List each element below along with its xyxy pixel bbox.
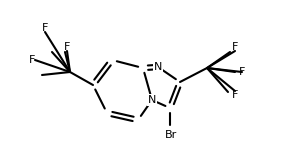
- Text: F: F: [232, 42, 238, 52]
- Text: F: F: [64, 42, 70, 52]
- Text: F: F: [29, 55, 35, 65]
- Text: F: F: [42, 23, 48, 33]
- Text: N: N: [148, 95, 156, 105]
- Text: Br: Br: [165, 130, 177, 140]
- Text: F: F: [232, 90, 238, 100]
- Text: F: F: [239, 67, 245, 77]
- Text: N: N: [154, 62, 162, 72]
